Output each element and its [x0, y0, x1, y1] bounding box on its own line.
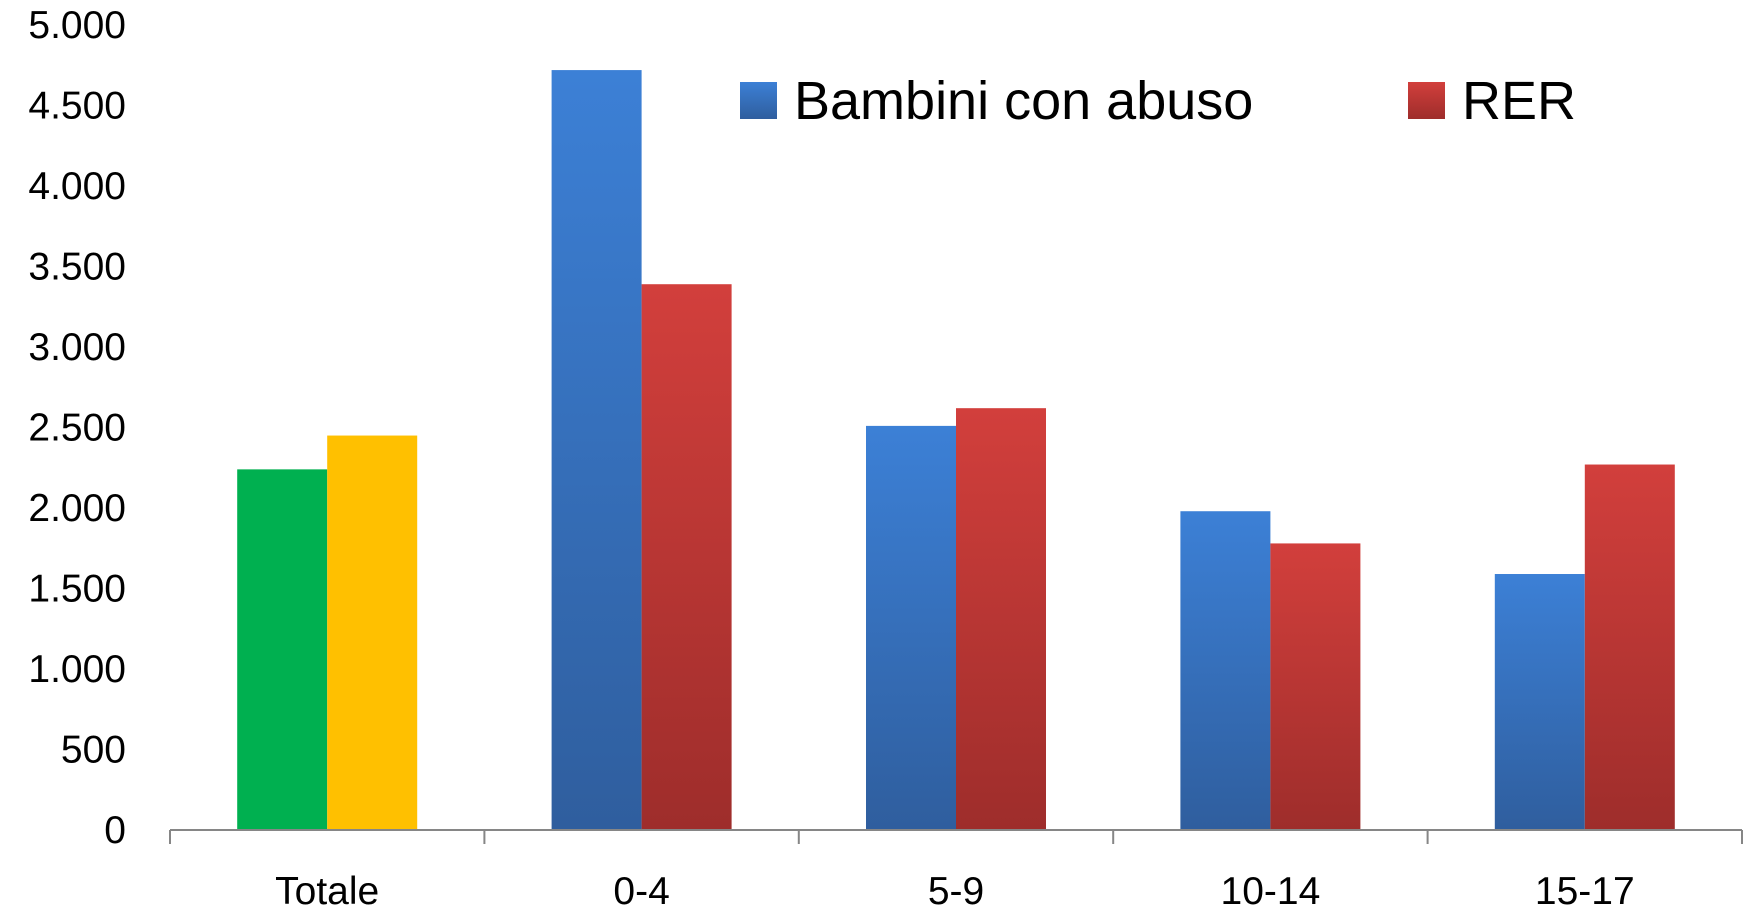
legend-label: Bambini con abuso: [794, 71, 1253, 131]
y-tick-label: 3.500: [28, 246, 126, 289]
y-tick-label: 1.500: [28, 568, 126, 611]
bar-bambini-con-abuso-totale: [237, 469, 328, 830]
y-tick-label: 4.500: [28, 85, 126, 128]
bar-rer-10-14: [1270, 543, 1361, 830]
y-tick-label: 3.000: [28, 326, 126, 369]
bar-rer-5-9: [956, 408, 1046, 830]
legend-swatch: [1408, 82, 1445, 119]
bar-rer-15-17: [1584, 464, 1675, 830]
x-axis-category-labels: Totale 0-4 5-9 10-14 15-17: [275, 870, 1635, 910]
legend: Bambini con abuso RER: [740, 71, 1576, 131]
y-tick-label: 2.000: [28, 487, 126, 530]
bar-rer-0-4: [641, 284, 732, 831]
y-tick-label: 5.000: [28, 4, 126, 47]
x-category-label: 10-14: [1221, 870, 1321, 910]
x-axis: [169, 829, 1743, 844]
legend-label: RER: [1462, 71, 1576, 131]
y-tick-label: 1.000: [28, 648, 126, 691]
x-category-label: Totale: [275, 870, 379, 910]
bar-rer-totale: [327, 435, 418, 830]
bar-bambini-con-abuso-15-17: [1494, 574, 1585, 830]
bar-bambini-con-abuso-5-9: [866, 425, 956, 830]
y-tick-label: 2.500: [28, 407, 126, 450]
x-category-label: 15-17: [1535, 870, 1635, 910]
x-category-label: 5-9: [928, 870, 984, 910]
y-tick-label: 0: [104, 809, 126, 852]
y-tick-label: 500: [61, 729, 126, 772]
legend-swatch: [740, 82, 777, 119]
y-tick-label: 4.000: [28, 165, 126, 208]
y-axis-tick-labels: 0 500 1.000 1.500 2.000 2.500 3.000 3.500 4.000 4…: [28, 4, 126, 852]
x-category-label: 0-4: [613, 870, 669, 910]
bar-bambini-con-abuso-10-14: [1180, 511, 1271, 830]
bar-bambini-con-abuso-0-4: [551, 70, 642, 830]
bars: [237, 70, 1675, 831]
